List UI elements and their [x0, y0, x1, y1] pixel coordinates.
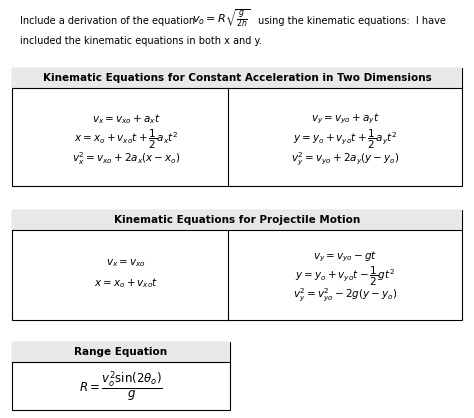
Text: $R = \dfrac{v_o^2 \mathrm{sin}(2\theta_o)}{g}$: $R = \dfrac{v_o^2 \mathrm{sin}(2\theta_o…: [79, 369, 163, 403]
Bar: [12, 210, 462, 320]
Bar: [12, 68, 462, 88]
Text: $v_y^2 = v_{yo} + 2a_y(y - y_o)$: $v_y^2 = v_{yo} + 2a_y(y - y_o)$: [291, 150, 399, 168]
Text: $v_x^2 = v_{xo} + 2a_x(x - x_o)$: $v_x^2 = v_{xo} + 2a_x(x - x_o)$: [72, 150, 180, 167]
Text: Kinematic Equations for Constant Acceleration in Two Dimensions: Kinematic Equations for Constant Acceler…: [43, 73, 431, 83]
Bar: [12, 210, 462, 230]
Text: $y = y_o + v_{yo}t + \dfrac{1}{2}a_y t^2$: $y = y_o + v_{yo}t + \dfrac{1}{2}a_y t^2…: [293, 127, 397, 150]
Text: $v_x = v_{xo}$: $v_x = v_{xo}$: [106, 257, 146, 269]
Text: Include a derivation of the equation: Include a derivation of the equation: [20, 16, 195, 26]
Text: $x = x_o + v_{xo}t$: $x = x_o + v_{xo}t$: [94, 276, 158, 290]
Text: Kinematic Equations for Projectile Motion: Kinematic Equations for Projectile Motio…: [114, 215, 360, 225]
Bar: [12, 342, 230, 362]
Text: using the kinematic equations:  I have: using the kinematic equations: I have: [258, 16, 446, 26]
Text: included the kinematic equations in both x and y.: included the kinematic equations in both…: [20, 36, 262, 46]
Bar: [12, 342, 230, 410]
Bar: [12, 68, 462, 186]
Text: $v_y^2 = v_{yo}^2 - 2g(y - y_o)$: $v_y^2 = v_{yo}^2 - 2g(y - y_o)$: [293, 286, 397, 304]
Text: Range Equation: Range Equation: [74, 347, 168, 357]
Text: $v_x = v_{xo} + a_x t$: $v_x = v_{xo} + a_x t$: [91, 112, 160, 126]
Text: $x = x_o + v_{xo}t + \dfrac{1}{2}a_x t^2$: $x = x_o + v_{xo}t + \dfrac{1}{2}a_x t^2…: [74, 127, 178, 150]
Text: $v_o = R\sqrt{\frac{g}{2h}}$: $v_o = R\sqrt{\frac{g}{2h}}$: [192, 8, 251, 29]
Text: $v_y = v_{yo} - gt$: $v_y = v_{yo} - gt$: [313, 250, 377, 264]
Text: $y = y_o + v_{yo}t - \dfrac{1}{2}gt^2$: $y = y_o + v_{yo}t - \dfrac{1}{2}gt^2$: [295, 264, 395, 288]
Text: $v_y = v_{yo} + a_y t$: $v_y = v_{yo} + a_y t$: [310, 112, 379, 126]
